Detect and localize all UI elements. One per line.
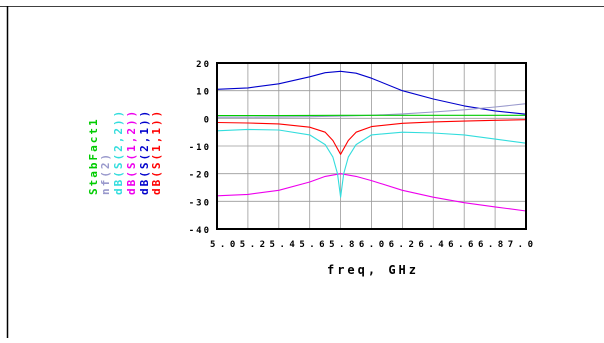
y-tick-label: 10 — [196, 88, 211, 98]
legend-entry: dB(S(1,1)) — [150, 109, 163, 195]
y-tick-label: 20 — [196, 60, 211, 70]
legend-entry: nf(2) — [99, 152, 112, 195]
legend-entry: dB(S(2,2)) — [112, 109, 125, 195]
y-tick-label: -10 — [189, 143, 211, 153]
legend-entry: dB(S(1,2)) — [125, 109, 138, 195]
y-tick-label: -30 — [189, 198, 211, 208]
x-axis-label: freq, GHz — [327, 263, 419, 277]
y-tick-label: 0 — [204, 115, 211, 125]
y-tick-label: -40 — [189, 226, 211, 236]
y-tick-label: -20 — [189, 171, 211, 181]
